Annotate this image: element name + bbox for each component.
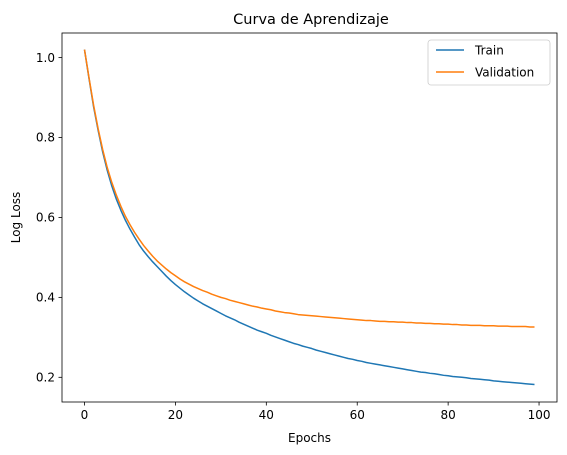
legend: Train Validation (427, 39, 551, 86)
y-tick-label: 1.0 (36, 51, 55, 65)
y-axis-ticks: 0.2 0.4 0.6 0.8 1.0 (36, 51, 62, 385)
plot-area-frame (61, 32, 558, 403)
x-tick-label: 60 (350, 408, 365, 422)
x-axis-ticks: 0 20 40 60 80 100 (81, 402, 551, 422)
legend-label-validation: Validation (475, 66, 534, 80)
legend-box (427, 39, 551, 86)
series-line-train (83, 49, 535, 386)
chart-title: Curva de Aprendizaje (233, 12, 389, 28)
y-axis-label: Log Loss (9, 192, 23, 244)
x-tick-label: 20 (168, 408, 183, 422)
y-tick-label: 0.6 (36, 211, 55, 225)
y-tick-label: 0.8 (36, 131, 55, 145)
y-tick-label: 0.4 (36, 291, 55, 305)
x-tick-label: 40 (259, 408, 274, 422)
x-tick-label: 0 (81, 408, 89, 422)
x-axis-label: Epochs (288, 431, 331, 445)
legend-label-train: Train (474, 44, 504, 58)
x-tick-label: 80 (440, 408, 455, 422)
series-line-validation (83, 49, 535, 328)
y-tick-label: 0.2 (36, 371, 55, 385)
x-tick-label: 100 (528, 408, 551, 422)
series-layer (83, 49, 535, 386)
